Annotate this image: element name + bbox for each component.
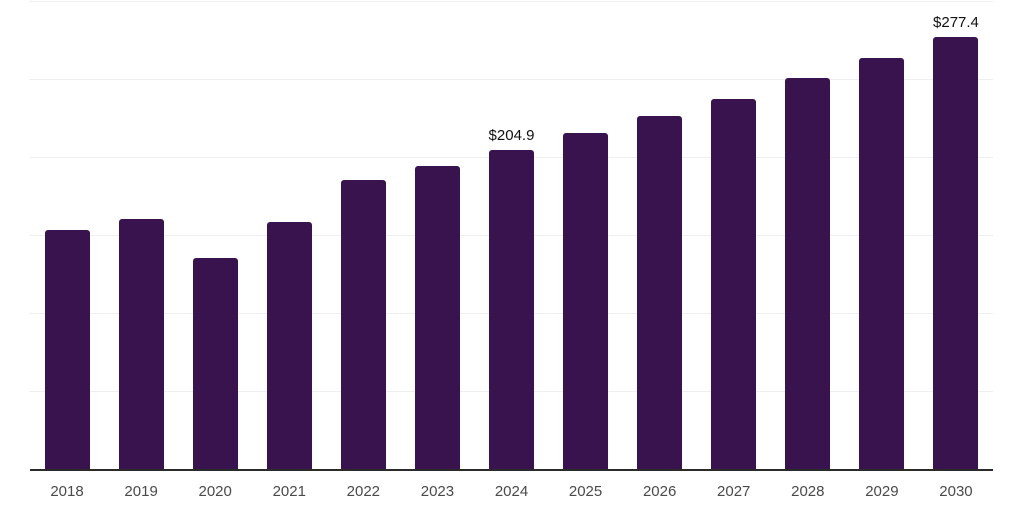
bar-2027 [711,98,757,470]
x-tick-label-2028: 2028 [791,483,825,500]
x-tick-label-2020: 2020 [198,483,232,500]
x-tick-label-2022: 2022 [346,483,381,500]
bar-2022 [340,179,386,470]
bar-2029 [859,58,905,470]
bar-2025 [563,133,609,470]
x-tick-label-2029: 2029 [865,483,899,500]
gridline-300 [30,1,993,2]
bar-2026 [637,115,683,470]
bar-2018 [44,229,90,470]
bar-2030 [933,37,979,470]
bar-2028 [785,78,831,470]
bar-2020 [192,257,238,470]
x-tick-label-2030: 2030 [939,483,973,500]
x-tick-label-2027: 2027 [717,483,751,500]
bar-2024 [489,150,534,470]
x-tick-label-2019: 2019 [124,483,158,500]
x-tick-label-2024: 2024 [494,483,529,500]
x-axis-labels: 2018 2019 2020 2021 2022 2023 2024 2025 2026 2027… [30,484,993,508]
x-tick-label-2018: 2018 [50,483,84,500]
gridline-250 [30,79,993,80]
x-tick-label-2026: 2026 [642,483,677,500]
x-tick-label-2025: 2025 [568,483,603,500]
x-tick-label-2021: 2021 [272,483,306,500]
x-axis-line [30,469,993,471]
bar-2023 [414,165,460,470]
plot-area: $204.9 $277.4 [30,0,993,471]
bar-2021 [266,221,312,470]
bar-2019 [118,218,164,470]
x-tick-label-2023: 2023 [420,483,455,500]
bar-value-label-2024: $204.9 [488,127,535,145]
bar-value-label-2030: $277.4 [933,14,979,32]
